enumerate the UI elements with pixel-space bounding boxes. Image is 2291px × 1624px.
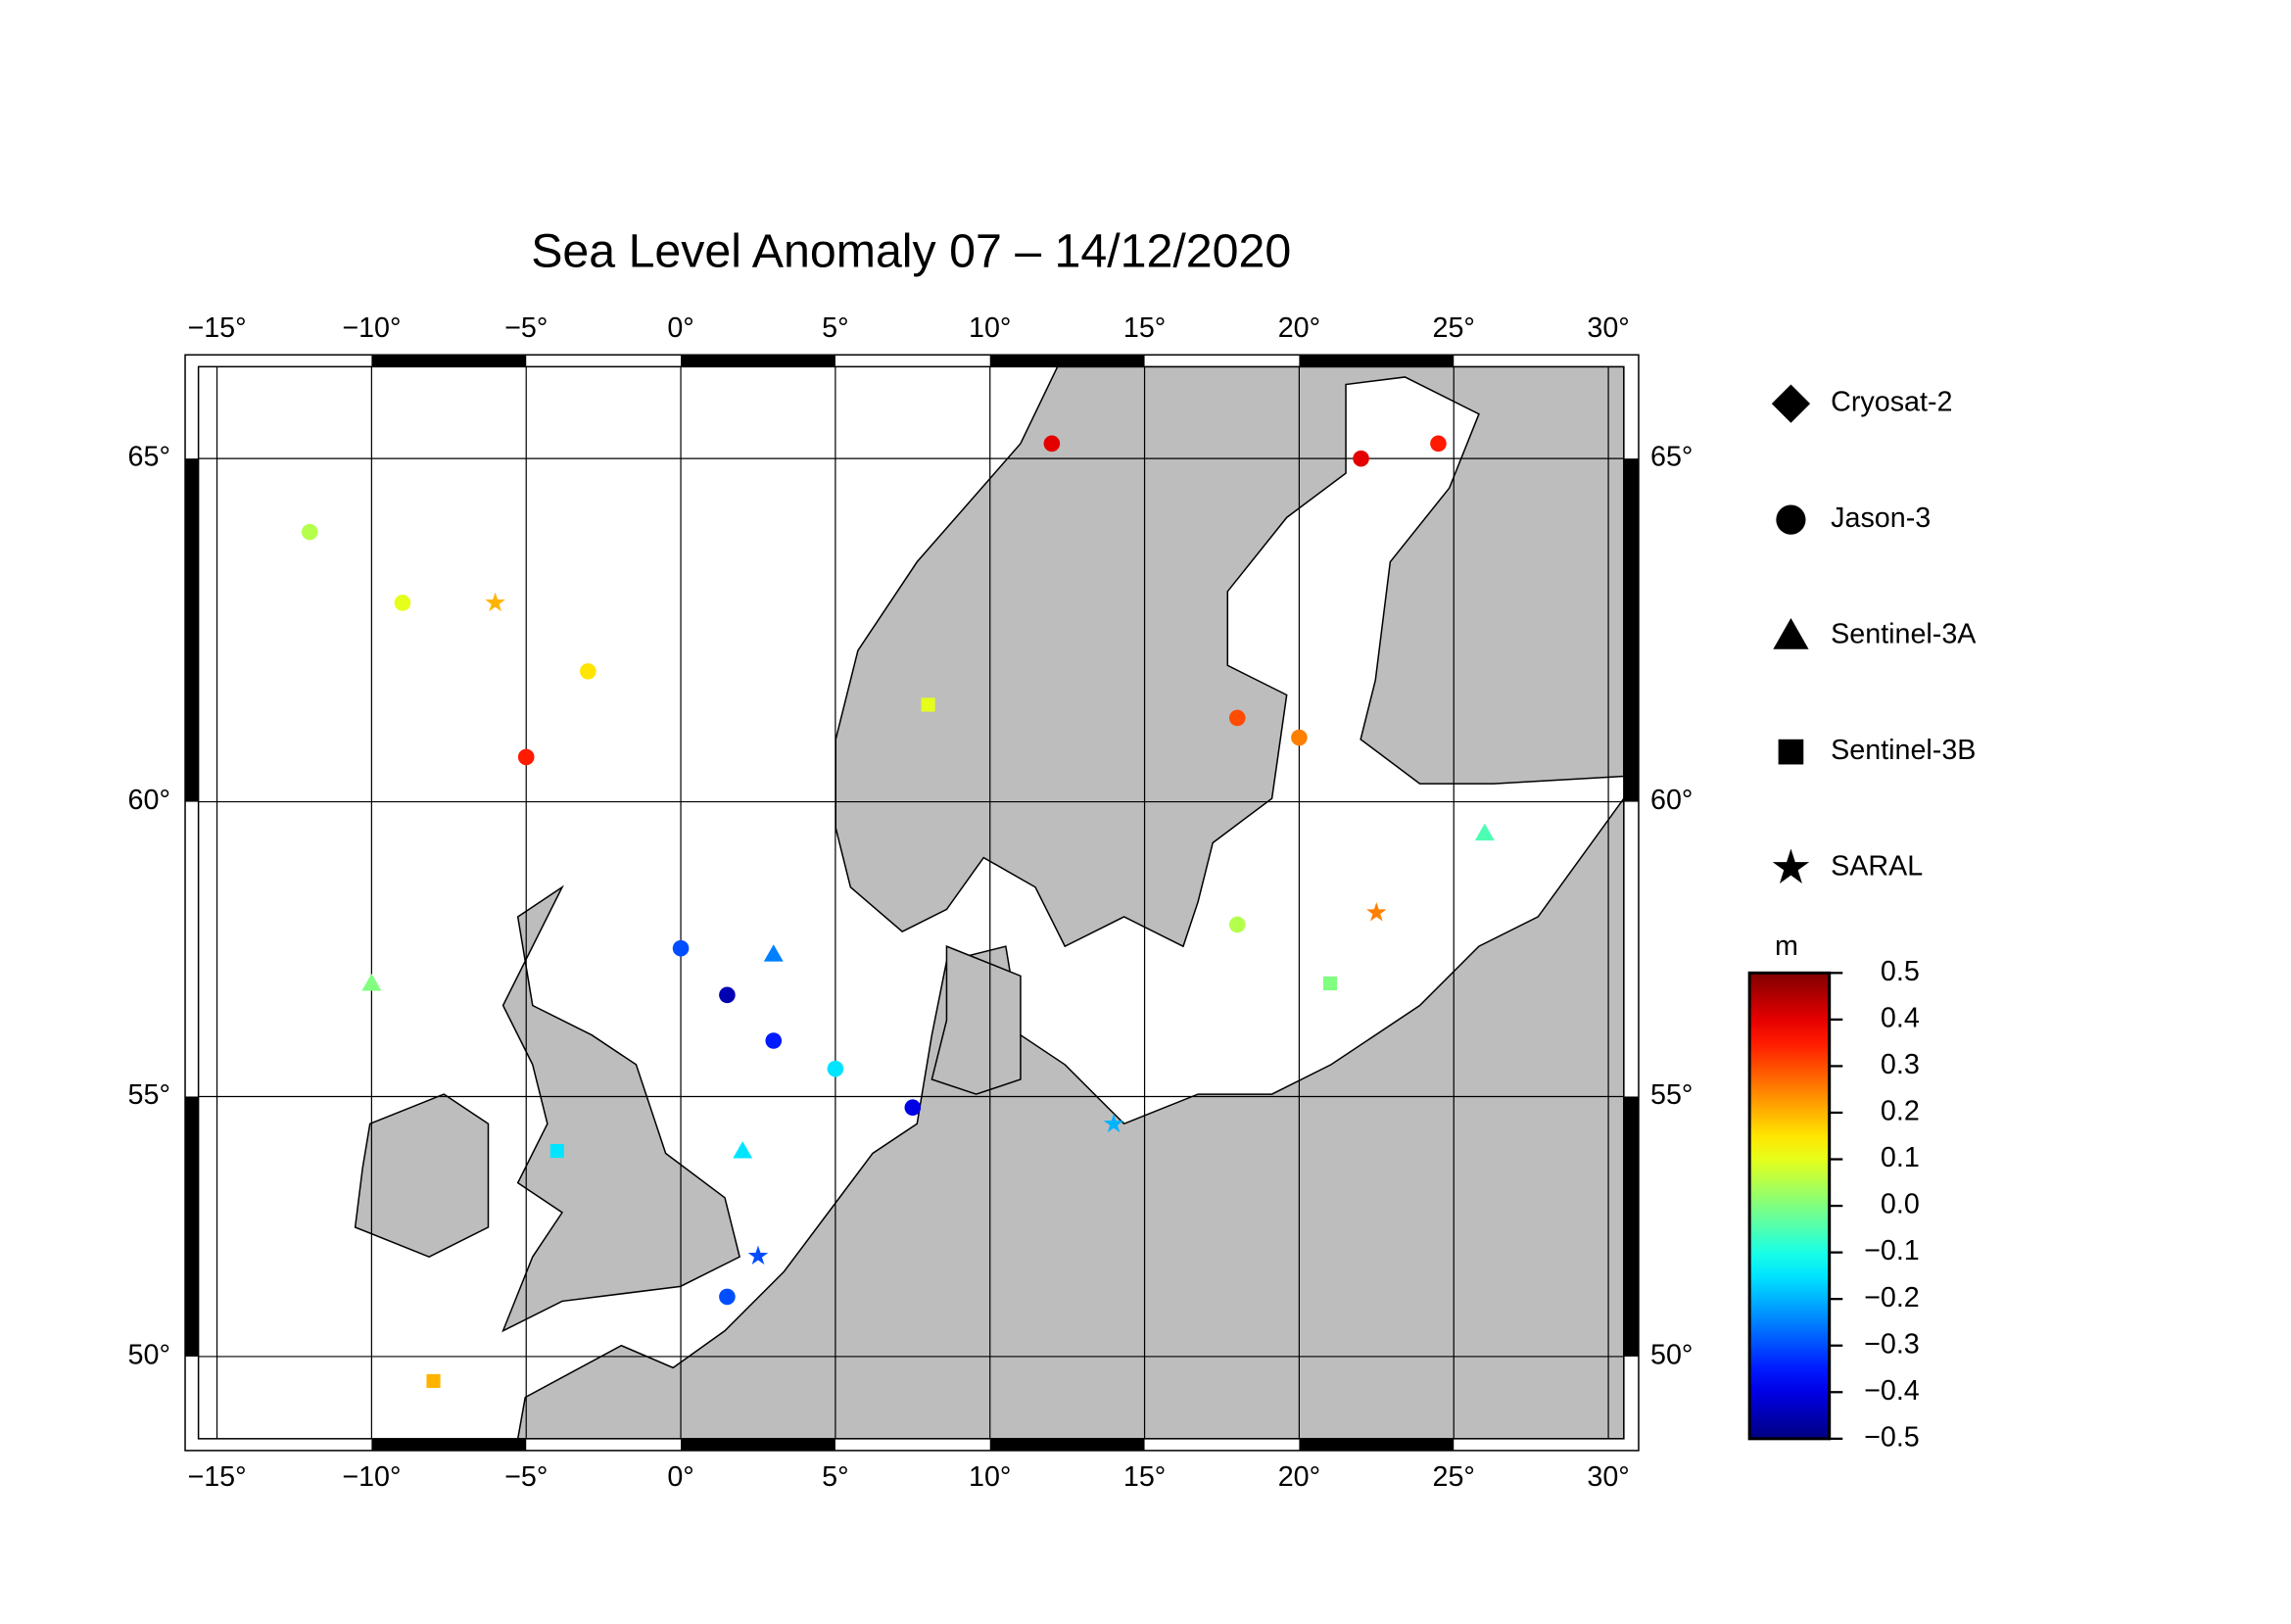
x-tick-label: 30° bbox=[1587, 312, 1629, 344]
colorbar-tick-label: 0.2 bbox=[1881, 1096, 1920, 1127]
colorbar-tick-label: −0.5 bbox=[1864, 1421, 1920, 1453]
marker-star bbox=[1366, 902, 1387, 922]
marker-star bbox=[1103, 1113, 1124, 1133]
y-tick-label: 55° bbox=[1650, 1079, 1693, 1111]
ireland bbox=[354, 1093, 490, 1258]
x-tick-label: 5° bbox=[822, 312, 848, 344]
y-tick-label: 60° bbox=[128, 785, 170, 816]
colorbar bbox=[1747, 971, 1832, 1441]
frame-band bbox=[185, 458, 199, 802]
frame-band bbox=[185, 1096, 199, 1357]
legend-label: SARAL bbox=[1831, 851, 1923, 883]
marker-square bbox=[921, 697, 935, 712]
y-tick-label: 60° bbox=[1650, 785, 1693, 816]
x-tick-label: 25° bbox=[1433, 1461, 1475, 1493]
marker-circle bbox=[1430, 435, 1447, 453]
colorbar-tick-label: 0.3 bbox=[1881, 1049, 1920, 1080]
x-tick-label: −10° bbox=[342, 1461, 401, 1493]
marker-circle bbox=[719, 986, 736, 1004]
marker-circle bbox=[719, 1288, 736, 1306]
frame-band bbox=[989, 355, 1145, 367]
x-tick-label: −5° bbox=[504, 1461, 548, 1493]
marker-star bbox=[485, 592, 505, 612]
frame-band bbox=[681, 1438, 835, 1451]
frame-band bbox=[371, 355, 527, 367]
marker-circle bbox=[672, 939, 690, 957]
marker-star bbox=[747, 1245, 769, 1266]
frame-band bbox=[989, 1438, 1145, 1451]
frame-inner bbox=[197, 365, 1625, 1440]
x-tick-label: 20° bbox=[1278, 1461, 1320, 1493]
marker-triangle bbox=[733, 1141, 753, 1159]
colorbar-tick-label: −0.3 bbox=[1864, 1328, 1920, 1360]
marker-circle bbox=[765, 1032, 783, 1049]
marker-circle bbox=[827, 1060, 844, 1077]
frame-outer bbox=[184, 354, 1640, 1452]
map-title: Sea Level Anomaly 07 – 14/12/2020 bbox=[531, 224, 1291, 277]
marker-square bbox=[426, 1373, 441, 1388]
frame-band bbox=[1299, 1438, 1455, 1451]
colorbar-tick-label: −0.4 bbox=[1864, 1375, 1920, 1407]
x-tick-label: −15° bbox=[187, 1461, 246, 1493]
marker-circle bbox=[1776, 504, 1806, 535]
y-tick-label: 65° bbox=[128, 442, 170, 473]
marker-square bbox=[549, 1144, 564, 1159]
y-tick-label: 50° bbox=[1650, 1340, 1693, 1371]
marker-circle bbox=[580, 663, 597, 680]
marker-square bbox=[1322, 976, 1338, 991]
frame-band bbox=[1623, 458, 1639, 802]
marker-triangle bbox=[1773, 618, 1809, 649]
legend-label: Cryosat-2 bbox=[1831, 387, 1952, 418]
marker-square bbox=[1778, 739, 1804, 765]
marker-circle bbox=[394, 595, 411, 611]
frame-band bbox=[681, 355, 835, 367]
marker-circle bbox=[1353, 450, 1369, 467]
x-tick-label: 25° bbox=[1433, 312, 1475, 344]
marker-triangle bbox=[361, 974, 382, 991]
marker-circle bbox=[904, 1099, 922, 1117]
marker-circle bbox=[1228, 916, 1246, 933]
x-tick-label: −10° bbox=[342, 312, 401, 344]
x-tick-label: 5° bbox=[822, 1461, 848, 1493]
legend-label: Sentinel-3A bbox=[1831, 619, 1977, 650]
frame-band bbox=[1623, 1096, 1639, 1357]
marker-triangle bbox=[1474, 823, 1495, 841]
colorbar-unit: m bbox=[1775, 931, 1798, 962]
colorbar-tick-label: −0.2 bbox=[1864, 1282, 1920, 1314]
y-tick-label: 65° bbox=[1650, 442, 1693, 473]
marker-circle bbox=[1043, 435, 1061, 453]
marker-circle bbox=[1291, 729, 1308, 746]
x-tick-label: 10° bbox=[969, 312, 1011, 344]
frame-band bbox=[371, 1438, 527, 1451]
marker-circle bbox=[517, 748, 535, 766]
x-tick-label: 30° bbox=[1587, 1461, 1629, 1493]
x-tick-label: 0° bbox=[667, 312, 693, 344]
colorbar-tick-label: −0.1 bbox=[1864, 1235, 1920, 1266]
x-tick-label: 20° bbox=[1278, 312, 1320, 344]
x-tick-label: −15° bbox=[187, 312, 246, 344]
y-tick-label: 50° bbox=[128, 1340, 170, 1371]
marker-circle bbox=[301, 523, 318, 541]
marker-diamond bbox=[1771, 384, 1811, 423]
x-tick-label: 15° bbox=[1123, 1461, 1166, 1493]
x-tick-label: −5° bbox=[504, 312, 548, 344]
colorbar-tick-label: 0.1 bbox=[1881, 1142, 1920, 1173]
legend-label: Sentinel-3B bbox=[1831, 735, 1976, 766]
colorbar-tick-label: 0.5 bbox=[1881, 956, 1920, 987]
x-tick-label: 10° bbox=[969, 1461, 1011, 1493]
denmark bbox=[931, 945, 1022, 1095]
x-tick-label: 15° bbox=[1123, 312, 1166, 344]
marker-triangle bbox=[763, 944, 784, 962]
marker-star bbox=[1772, 848, 1810, 884]
marker-circle bbox=[1228, 709, 1246, 727]
colorbar-tick-label: 0.0 bbox=[1881, 1189, 1920, 1220]
y-tick-label: 55° bbox=[128, 1079, 170, 1111]
colorbar-tick-label: 0.4 bbox=[1881, 1002, 1920, 1033]
legend-label: Jason-3 bbox=[1831, 502, 1931, 534]
x-tick-label: 0° bbox=[667, 1461, 693, 1493]
frame-band bbox=[1299, 355, 1455, 367]
